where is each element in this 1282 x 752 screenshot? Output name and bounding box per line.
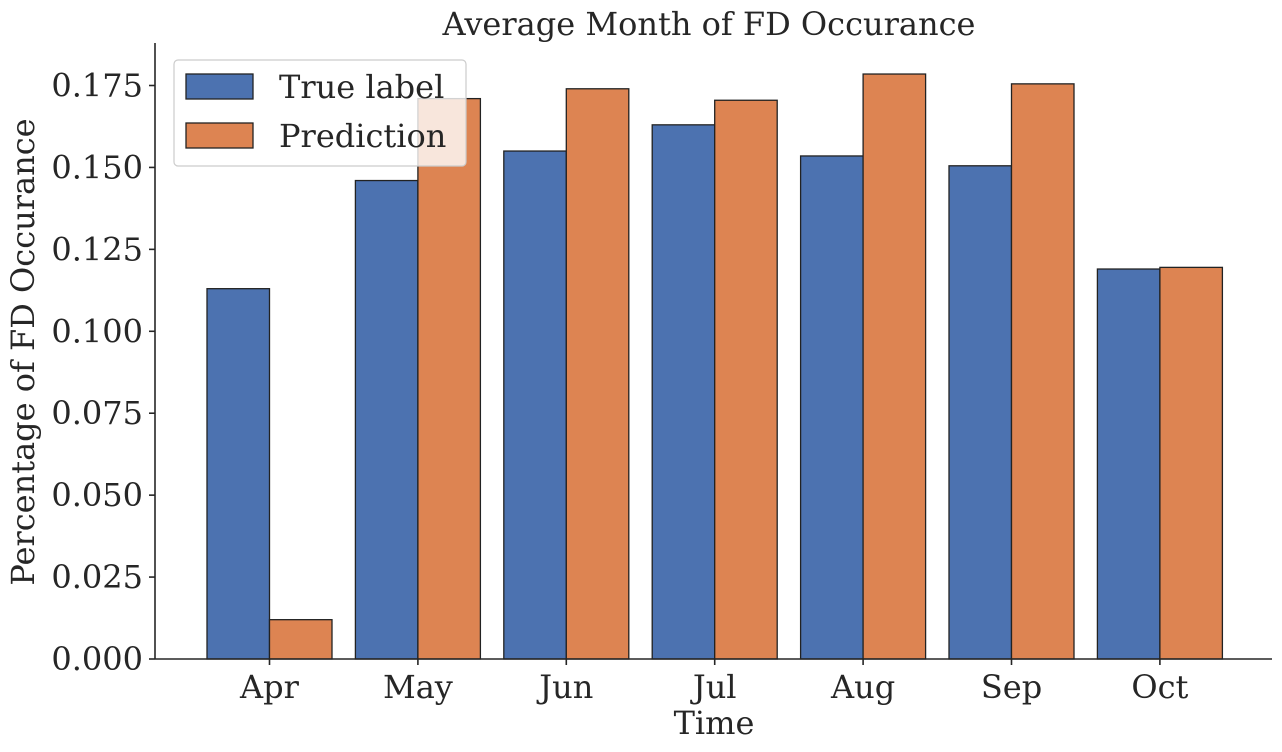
bar-true-label-jul (651, 124, 716, 660)
bar-true-label-jun (503, 150, 567, 660)
chart-title: Average Month of FD Occurance (442, 5, 976, 43)
x-ticks-group: Apr May Jun Jul Aug Sep Oct (239, 659, 1189, 706)
x-tick-label-apr: Apr (239, 668, 300, 706)
x-tick-label-may: May (383, 668, 453, 706)
x-tick-label-jul: Jul (690, 668, 737, 706)
x-tick-label-oct: Oct (1131, 668, 1188, 706)
bars-group (206, 73, 1224, 660)
bar-prediction-jul (714, 99, 778, 660)
y-tick-label: 0.050 (51, 476, 143, 514)
x-tick-label-sep: Sep (981, 668, 1042, 706)
y-tick-label: 0.100 (51, 312, 143, 350)
x-axis-label: Time (674, 704, 755, 742)
y-tick-label: 0.000 (51, 640, 143, 678)
bar-true-label-aug (799, 155, 864, 660)
bar-true-label-may (354, 179, 419, 660)
legend: True label Prediction (173, 59, 467, 167)
bar-prediction-apr (268, 619, 333, 660)
y-tick-label: 0.025 (51, 558, 143, 596)
x-tick-label-jun: Jun (536, 668, 593, 706)
bar-prediction-sep (1010, 83, 1075, 660)
legend-label-prediction: Prediction (279, 117, 446, 155)
bar-true-label-oct (1096, 268, 1161, 660)
bar-prediction-may (417, 97, 482, 660)
bar-prediction-jun (565, 88, 630, 660)
y-ticks-group: 0.000 0.025 0.050 0.075 0.100 0.125 0.150 0.175 (51, 67, 155, 678)
y-tick-label: 0.175 (51, 67, 143, 105)
bar-prediction-aug (862, 73, 927, 660)
bar-true-label-sep (948, 165, 1013, 660)
y-tick-label: 0.150 (51, 148, 143, 186)
bar-true-label-apr (206, 288, 271, 660)
bar-prediction-oct (1159, 266, 1224, 660)
legend-swatch-true-label (185, 73, 254, 100)
legend-swatch-prediction (185, 122, 254, 149)
legend-label-true-label: True label (279, 68, 444, 106)
y-tick-label: 0.125 (51, 230, 143, 268)
x-tick-label-aug: Aug (830, 668, 895, 706)
y-tick-label: 0.075 (51, 394, 143, 432)
y-axis-label: Percentage of FD Occurance (4, 118, 42, 585)
